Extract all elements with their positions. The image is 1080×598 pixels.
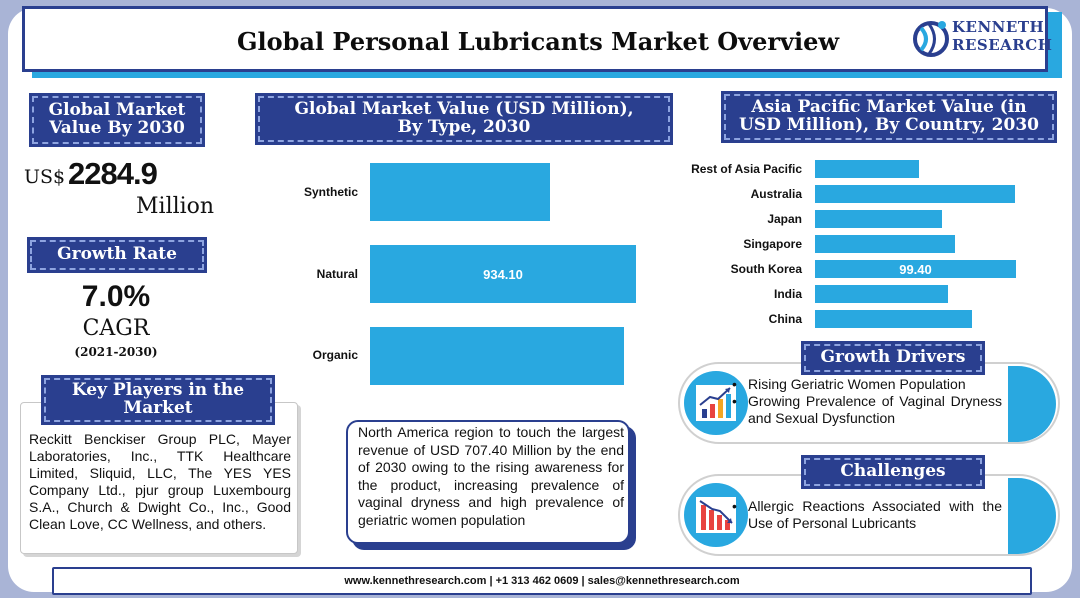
north-america-note-box: North America region to touch the larges…	[346, 420, 630, 544]
growth-label: CAGR	[82, 316, 150, 341]
kenneth-research-logo: KENNETH RESEARCH	[912, 14, 1052, 64]
page-title: Global Personal Lubricants Market Overvi…	[236, 27, 840, 56]
growth-rate-heading: Growth Rate	[27, 237, 207, 273]
type-chart-heading-line1: Global Market Value (USD Million),	[294, 99, 634, 120]
type-category-label: Organic	[312, 348, 358, 362]
title-box: Global Personal Lubricants Market Overvi…	[22, 6, 1048, 72]
growth-drivers-heading: Growth Drivers	[801, 341, 985, 375]
market-unit: Million	[136, 194, 215, 219]
list-item: Allergic Reactions Associated with the U…	[730, 498, 1002, 532]
country-category-label: South Korea	[730, 262, 802, 276]
challenges-panel: Allergic Reactions Associated with the U…	[678, 474, 1060, 556]
challenges-accent	[1008, 478, 1056, 554]
chart-bar	[815, 260, 1016, 278]
country-category-label: Australia	[750, 187, 802, 201]
logo-name: KENNETH	[952, 18, 1045, 36]
list-item: Rising Geriatric Women Population	[730, 376, 1002, 393]
growth-drivers-accent	[1008, 366, 1056, 442]
growth-drivers-list: Rising Geriatric Women Population Growin…	[730, 376, 1002, 427]
country-chart-heading-line2: USD Million), By Country, 2030	[739, 115, 1039, 135]
chart-bar	[815, 310, 972, 328]
country-category-label: India	[773, 287, 802, 301]
growth-rate-heading-label: Growth Rate	[57, 244, 177, 265]
chart-bar	[815, 210, 943, 228]
market-currency: US$	[24, 166, 66, 188]
logo-sub: RESEARCH	[952, 36, 1053, 54]
country-category-label: Singapore	[743, 237, 802, 251]
footer-contact: www.kennethresearch.com | +1 313 462 060…	[52, 567, 1032, 595]
growth-drivers-heading-label: Growth Drivers	[820, 347, 966, 368]
country-category-label: Rest of Asia Pacific	[691, 162, 802, 176]
country-bar-chart: Rest of Asia Pacific Australia Japan Sin…	[680, 158, 1040, 333]
country-chart-heading: Asia Pacific Market Value (in USD Millio…	[721, 91, 1057, 143]
challenges-heading-label: Challenges	[840, 461, 946, 482]
chart-bar	[370, 163, 551, 221]
growth-value: 7.0%	[81, 280, 151, 313]
country-chart-heading-line1: Asia Pacific Market Value (in	[751, 97, 1027, 118]
type-chart-heading: Global Market Value (USD Million), By Ty…	[255, 93, 673, 145]
key-players-box: Reckitt Benckiser Group PLC, Mayer Labor…	[20, 402, 298, 554]
chart-bar	[370, 327, 624, 385]
growth-drivers-panel: Rising Geriatric Women Population Growin…	[678, 362, 1060, 444]
country-category-label: China	[768, 312, 802, 326]
market-value-heading-line1: Global Market	[48, 100, 186, 121]
list-item: Growing Prevalence of Vaginal Dryness an…	[730, 393, 1002, 427]
chart-bar	[370, 245, 636, 303]
growth-period: (2021-2030)	[74, 345, 158, 359]
type-chart-heading-line2: By Type, 2030	[397, 117, 531, 137]
country-category-label: Japan	[767, 212, 802, 226]
key-players-heading-line2: Market	[123, 398, 193, 418]
chart-bar	[815, 185, 1015, 203]
market-value-heading: Global Market Value By 2030	[29, 93, 205, 147]
market-amount: 2284.9	[68, 156, 158, 191]
market-value-heading-line2: Value By 2030	[49, 118, 185, 138]
key-players-heading-line1: Key Players in the	[71, 380, 245, 401]
challenges-list: Allergic Reactions Associated with the U…	[730, 498, 1002, 532]
globe-logo-icon	[913, 21, 949, 57]
type-category-label: Synthetic	[303, 185, 358, 199]
chart-bar	[815, 235, 956, 253]
challenges-heading: Challenges	[801, 455, 985, 489]
bar-value-label: 934.10	[483, 266, 523, 282]
chart-bar	[815, 160, 919, 178]
key-players-heading: Key Players in the Market	[41, 375, 275, 425]
key-players-text: Reckitt Benckiser Group PLC, Mayer Labor…	[29, 431, 291, 532]
chart-bar	[815, 285, 949, 303]
type-bar-chart: Synthetic Natural Organic 934.10	[280, 150, 660, 400]
bar-value-label: 99.40	[899, 261, 932, 277]
type-category-label: Natural	[316, 267, 358, 281]
north-america-note: North America region to touch the larges…	[358, 424, 624, 528]
